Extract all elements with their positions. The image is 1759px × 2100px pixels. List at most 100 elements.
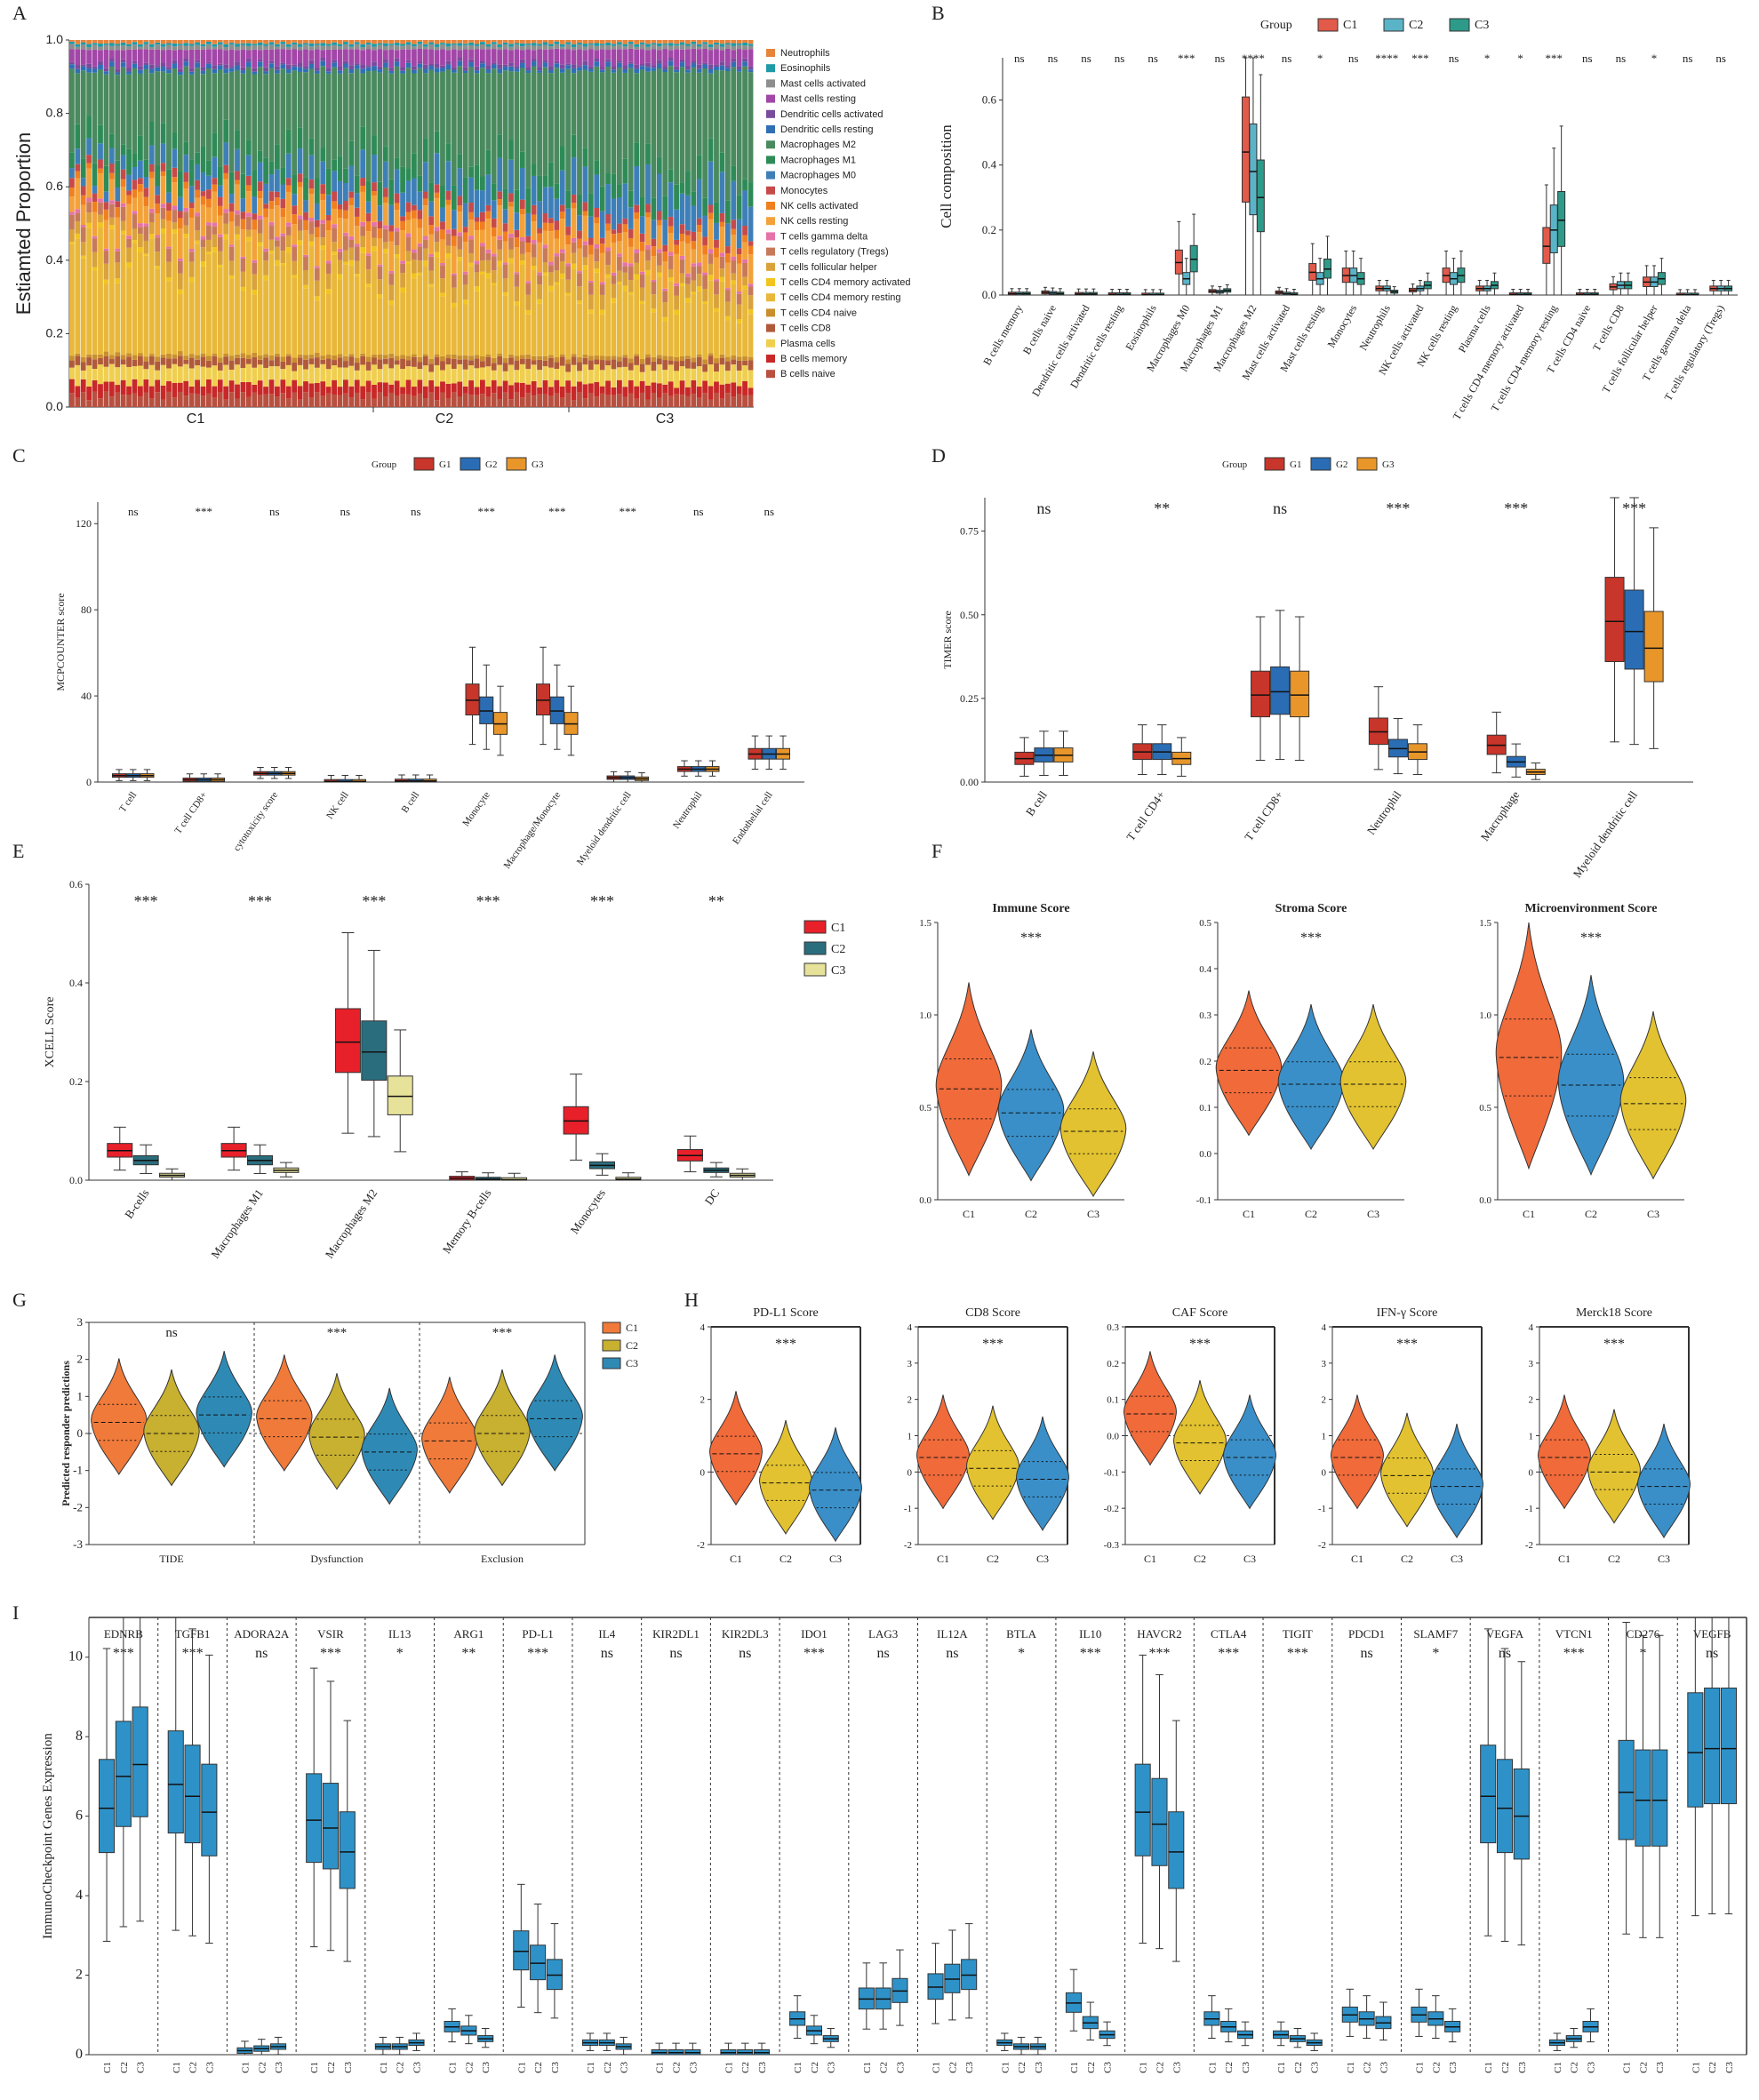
panel-a-bar-segment	[548, 223, 554, 232]
panel-i-box-16-1-box	[1134, 1763, 1151, 1856]
panel-a-bar-segment	[554, 284, 560, 358]
panel-a-bar-segment	[138, 227, 143, 235]
panel-h-subplot-4-y-tick-label: -1	[1318, 1504, 1326, 1514]
panel-a-bar-segment	[155, 266, 161, 269]
panel-h-subplot-4-y-tick-label: -2	[1318, 1540, 1326, 1551]
panel-a-bar-segment	[559, 219, 565, 250]
panel-a-bar-segment	[565, 380, 572, 394]
panel-a-bar-segment	[120, 234, 126, 355]
panel-a-bar-segment	[337, 40, 343, 44]
panel-a-bar-segment	[148, 44, 155, 47]
panel-a-bar-segment	[742, 259, 748, 263]
panel-a-bar-segment	[514, 355, 520, 361]
panel-f-subplot-1-x-tick-label: C2	[1025, 1208, 1037, 1220]
panel-a-bar-segment	[519, 241, 525, 254]
panel-a-bar-segment	[348, 239, 355, 248]
panel-a-bar-segment	[257, 162, 263, 182]
panel-a-bar-segment	[80, 227, 86, 243]
panel-a-bar-segment	[132, 393, 138, 407]
panel-a-bar-segment	[400, 230, 405, 261]
panel-a-legend-swatch	[766, 186, 775, 195]
panel-i-gene-label: CD276	[1627, 1627, 1660, 1641]
panel-a-bar-segment	[240, 40, 246, 44]
panel-b-legend-label: C2	[1409, 19, 1423, 32]
panel-a-bar-segment	[200, 44, 206, 47]
panel-a-bar-segment	[263, 354, 268, 358]
panel-e-y-tick-label: 0.2	[69, 1075, 83, 1088]
panel-a-bar-segment	[132, 355, 138, 360]
panel-a-group-label: C3	[656, 411, 675, 427]
panel-a-bar-segment	[742, 276, 748, 286]
panel-b-significance-label: ns	[1215, 52, 1226, 65]
panel-a-bar-segment	[656, 397, 662, 407]
panel-a-bar-segment	[628, 63, 634, 68]
panel-a-bar-segment	[685, 395, 691, 407]
panel-a-bar-segment	[434, 63, 440, 68]
panel-a-bar-segment	[160, 176, 166, 204]
panel-a-bar-segment	[628, 190, 634, 208]
panel-a-bar-segment	[588, 355, 594, 361]
panel-a-bar-segment	[674, 40, 679, 44]
panel-a-bar-segment	[228, 278, 235, 356]
panel-a-bar-segment	[92, 359, 98, 369]
panel-a-bar-segment	[417, 210, 423, 220]
panel-a-bar-segment	[400, 70, 405, 74]
panel-a-bar-segment	[617, 356, 622, 362]
panel-a-bar-segment	[303, 381, 308, 393]
panel-a-bar-segment	[320, 395, 326, 407]
panel-a-bar-segment	[98, 398, 103, 407]
panel-i-x-tick-label: C3	[1379, 2062, 1389, 2073]
panel-a-bar-segment	[708, 353, 714, 356]
panel-a-bar-segment	[656, 383, 662, 398]
panel-a-bar-segment	[108, 58, 115, 62]
panel-a-bar-segment	[280, 393, 286, 407]
panel-a-bar-segment	[662, 68, 668, 72]
panel-a-bar-segment	[240, 229, 246, 257]
panel-a-bar-segment	[285, 49, 292, 65]
panel-a-bar-segment	[651, 43, 657, 45]
panel-a-bar-segment	[223, 44, 229, 48]
panel-f-subplot-3-significance-label: ***	[1580, 930, 1602, 946]
panel-a-bar-segment	[308, 221, 315, 235]
panel-a-bar-segment	[132, 49, 138, 61]
panel-a-bar-segment	[434, 153, 440, 185]
panel-a-bar-segment	[674, 253, 679, 283]
panel-a-bar-segment	[148, 121, 155, 146]
panel-a-bar-segment	[143, 356, 149, 362]
panel-a-bar-segment	[166, 246, 172, 249]
panel-b-significance-label: ns	[1282, 52, 1292, 65]
panel-a-bar-segment	[155, 252, 161, 267]
panel-a-bar-segment	[348, 365, 355, 387]
panel-a-bar-segment	[748, 283, 754, 287]
panel-a-bar-segment	[485, 44, 492, 47]
panel-a-bar-segment	[200, 353, 206, 357]
panel-a-bar-segment	[497, 398, 503, 407]
panel-a-bar-segment	[92, 44, 98, 50]
panel-a-bar-segment	[400, 292, 405, 355]
panel-a-bar-segment	[200, 239, 206, 248]
panel-a-bar-segment	[75, 164, 81, 172]
panel-d-box-3-2-box	[1270, 666, 1291, 715]
panel-a-bar-segment	[565, 226, 572, 236]
panel-g-legend-label: C2	[626, 1339, 638, 1352]
panel-a-bar-segment	[188, 393, 195, 407]
panel-c-significance-label: ns	[340, 505, 350, 518]
panel-a-bar-segment	[554, 40, 560, 42]
panel-a-bar-segment	[388, 73, 395, 180]
panel-a-bar-segment	[308, 60, 315, 65]
panel-a-bar-segment	[98, 124, 103, 144]
panel-a-bar-segment	[103, 263, 109, 280]
panel-a-bar-segment	[372, 221, 377, 227]
panel-a-bar-segment	[195, 40, 200, 43]
panel-a-bar-segment	[80, 204, 86, 226]
panel-a-bar-segment	[372, 70, 377, 136]
panel-a-bar-segment	[388, 273, 395, 285]
panel-a-legend-swatch	[766, 49, 775, 57]
panel-a-legend-swatch	[766, 293, 775, 302]
panel-a-bar-segment	[537, 67, 542, 71]
panel-a-bar-segment	[166, 220, 172, 247]
panel-a-bar-segment	[405, 233, 412, 237]
panel-a-bar-segment	[206, 252, 212, 254]
panel-a-bar-segment	[372, 66, 377, 71]
